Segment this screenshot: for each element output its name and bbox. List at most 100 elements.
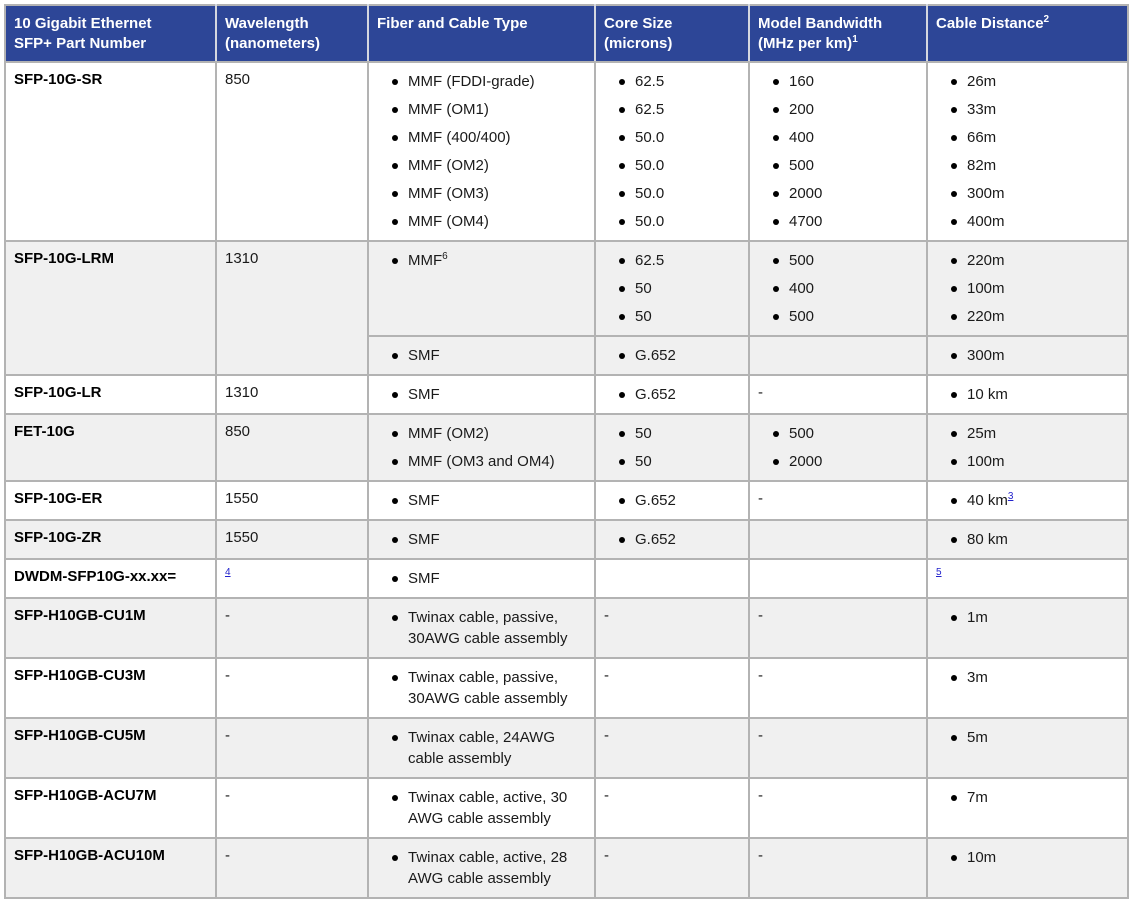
header-label: Model Bandwidth [758,15,883,32]
list-item: 50.0 [619,211,740,232]
footnote-ref-6: 6 [442,251,448,262]
list-item: MMF (OM1) [392,99,586,120]
header-label: Core Size [604,15,673,32]
list-item: 400 [773,127,918,148]
core-size-cell: G.652 [594,374,750,415]
cable-distance-cell: 300m [926,335,1129,376]
bullet-icon [392,392,398,398]
list-item: SMF [392,490,586,511]
superscript: 5 [936,567,942,578]
table-row: DWDM-SFP10G-xx.xx= 4 SMF 5 [4,558,1129,599]
list-item: 220m [951,250,1119,271]
bullet-icon [773,79,779,85]
fiber-cable-type-cell: Twinax cable, passive, 30AWG cable assem… [367,597,596,659]
list-item: 500 [773,250,918,271]
table-row: SFP-10G-LRM 1310 MMF6 62.5 50 50 500 400 500 220m… [4,240,1129,376]
list-item: G.652 [619,490,740,511]
core-size-cell: 62.5 50 50 [594,240,750,337]
cable-distance-cell: 80 km [926,519,1129,560]
bullet-list: Twinax cable, passive, 30AWG cable assem… [377,667,586,709]
cell-text: 80 km [967,531,1008,548]
bullet-list: 500 400 500 [758,250,918,327]
list-item: 50 [619,278,740,299]
list-item: 500 [773,306,918,327]
cell-text: 50.0 [635,185,665,202]
list-item: MMF (400/400) [392,127,586,148]
list-item: 10 km [951,384,1119,405]
fiber-cable-type-cell: Twinax cable, 24AWG cable assembly [367,717,596,779]
cell-text: MMF (400/400) [408,129,511,146]
wavelength-cell: - [215,777,369,839]
cell-text: 400 [789,129,815,146]
list-item: 300m [951,345,1119,366]
bullet-icon [619,219,625,225]
bullet-icon [392,498,398,504]
cell-text: SMF [408,531,440,548]
cell-text: 50 [635,425,652,442]
part-number-cell: SFP-H10GB-CU1M [4,597,217,659]
list-item: 50 [619,306,740,327]
bullet-icon [619,392,625,398]
cell-text: G.652 [635,531,676,548]
bullet-icon [951,79,957,85]
bullet-list: G.652 [604,490,740,511]
bullet-icon [392,163,398,169]
cell-text: 50 [635,453,652,470]
list-item: MMF6 [392,250,586,271]
table-row: SFP-10G-ZR 1550 SMF G.652 80 km [4,519,1129,560]
bullet-icon [951,735,957,741]
bullet-list: Twinax cable, active, 30 AWG cable assem… [377,787,586,829]
bullet-list: 26m 33m 66m 82m 300m 400m [936,71,1119,232]
core-size-cell: - [594,597,750,659]
table-row: SFP-10G-SR 850 MMF (FDDI-grade) MMF (OM1) MM… [4,61,1129,242]
cell-text: SMF [408,347,440,364]
cell-text: 160 [789,73,815,90]
bullet-icon [951,219,957,225]
list-item: 26m [951,71,1119,92]
bullet-icon [392,459,398,465]
wavelength-cell: - [215,657,369,719]
cell-text: MMF (OM2) [408,425,489,442]
bullet-icon [392,353,398,359]
cell-text: SMF [408,386,440,403]
footnote-link-3[interactable]: 3 [1007,491,1014,502]
list-item: 50.0 [619,155,740,176]
column-header-fiber-cable-type: Fiber and Cable Type [367,4,596,63]
bullet-icon [392,431,398,437]
cell-text: Twinax cable, active, 30 AWG cable assem… [408,789,568,827]
list-item: 50 [619,451,740,472]
list-item: 100m [951,451,1119,472]
core-size-cell: - [594,717,750,779]
bullet-icon [773,258,779,264]
bullet-list: MMF6 [377,250,586,271]
header-label: (nanometers) [225,35,321,52]
list-item: MMF (OM3) [392,183,586,204]
part-number-cell: SFP-10G-SR [4,61,217,242]
header-label: Cable Distance2 [936,14,1050,33]
cell-text: SMF [408,492,440,509]
bullet-icon [619,353,625,359]
list-item: 62.5 [619,99,740,120]
table-row: SMF G.652 300m [5,335,1129,376]
footnote-link-5[interactable]: 5 [936,567,942,578]
list-item: 1m [951,607,1119,628]
bullet-icon [951,855,957,861]
list-item: 5m [951,727,1119,748]
list-item: 66m [951,127,1119,148]
list-item: 40 km3 [951,490,1119,511]
list-item: MMF (OM2) [392,155,586,176]
cell-text: Twinax cable, 24AWG cable assembly [408,729,556,767]
list-item: 82m [951,155,1119,176]
cell-text: G.652 [635,347,676,364]
list-item: 50.0 [619,183,740,204]
header-label: 10 Gigabit Ethernet [14,15,152,32]
part-number-cell: SFP-H10GB-ACU10M [4,837,217,899]
cell-text: 200 [789,101,815,118]
core-size-cell: 50 50 [594,413,750,482]
bullet-icon [392,615,398,621]
cell-text: 4700 [789,213,823,230]
footnote-link-4[interactable]: 4 [225,567,231,578]
table-row: FET-10G 850 MMF (OM2) MMF (OM3 and OM4) 50 50… [4,413,1129,482]
bullet-icon [392,537,398,543]
